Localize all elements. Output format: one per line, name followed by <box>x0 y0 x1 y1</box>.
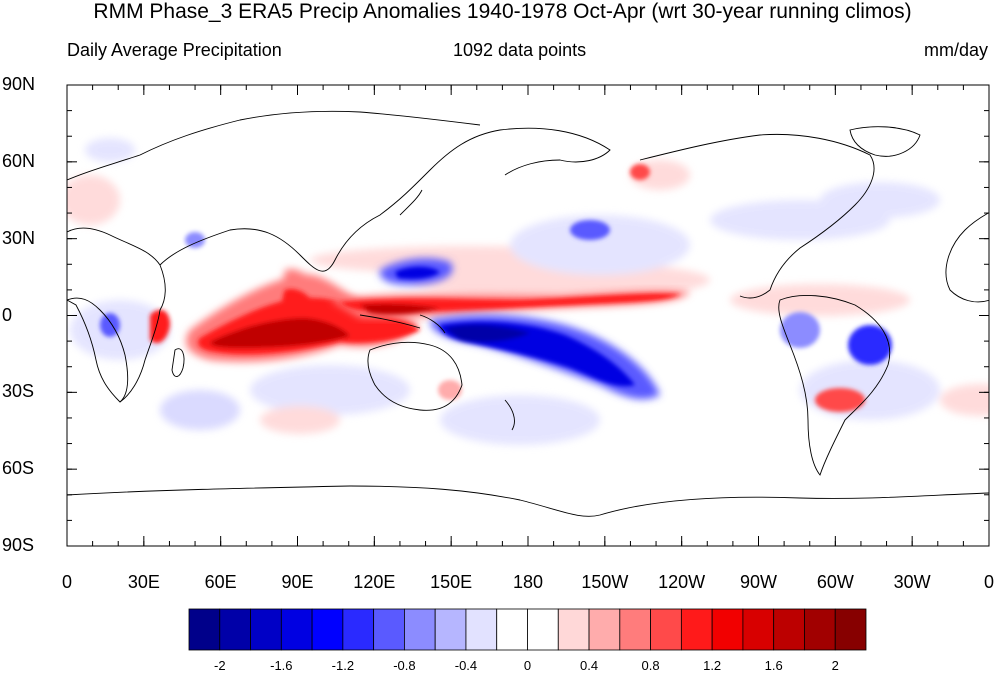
colorbar-swatch <box>342 608 375 651</box>
lon-tick-label: 120W <box>658 572 706 592</box>
lon-tick-label: 0 <box>61 572 73 592</box>
colorbar-swatch <box>650 608 682 651</box>
colorbar-swatch <box>680 608 713 651</box>
colorbar-label: 1.2 <box>703 658 722 673</box>
lon-tick-label: 120E <box>353 572 396 592</box>
colorbar-swatch <box>496 608 528 651</box>
colorbar-swatch <box>619 608 651 651</box>
lon-tick-label: 150W <box>581 572 629 592</box>
lon-tick-label: 150E <box>430 572 473 592</box>
subtitle-units: mm/day <box>923 40 988 60</box>
anomaly-field <box>67 85 989 546</box>
colorbar-swatch <box>465 608 498 651</box>
lon-tick-label: 30E <box>127 572 160 592</box>
lon-tick-label: 90E <box>281 572 314 592</box>
colorbar-label: 0.8 <box>641 658 660 673</box>
colorbar-swatch <box>742 608 775 651</box>
lon-tick-label: 30W <box>893 572 931 592</box>
lon-tick-label: 180 <box>512 572 544 592</box>
colorbar-label: 2 <box>831 658 839 673</box>
colorbar-swatch <box>588 608 621 651</box>
lat-tick-label: 30N <box>2 227 36 248</box>
lon-tick-label: 0 <box>983 572 995 592</box>
lon-tick-label: 60E <box>204 572 237 592</box>
lon-tick-label: 90W <box>739 572 778 592</box>
colorbar-swatch <box>188 608 221 651</box>
colorbar-label: -0.8 <box>393 658 416 673</box>
lat-tick-label: 90N <box>2 74 36 94</box>
colorbar-label: 0.4 <box>579 658 599 673</box>
coastlines <box>67 110 989 517</box>
colorbar-swatch <box>404 608 436 651</box>
lat-tick-label: 60S <box>2 458 35 479</box>
colorbar-swatch <box>373 608 405 651</box>
lat-tick-label: 60N <box>2 150 36 171</box>
colorbar-swatch <box>280 608 313 651</box>
colorbar <box>188 608 867 651</box>
colorbar-swatch <box>527 608 559 651</box>
colorbar-swatch <box>311 608 344 651</box>
colorbar-swatch <box>557 608 590 651</box>
colorbar-label: 0 <box>523 658 532 673</box>
colorbar-label: -2 <box>213 658 226 673</box>
colorbar-swatch <box>250 608 282 651</box>
lat-tick-label: 30S <box>2 381 35 402</box>
subtitle-left: Daily Average Precipitation <box>67 40 282 60</box>
colorbar-label: -1.6 <box>270 658 293 673</box>
colorbar-label: -1.2 <box>331 658 355 673</box>
map-title: RMM Phase_3 ERA5 Precip Anomalies 1940-1… <box>93 0 912 23</box>
colorbar-swatch <box>834 608 867 651</box>
colorbar-swatch <box>219 608 251 651</box>
colorbar-swatch <box>804 608 836 651</box>
subtitle-center: 1092 data points <box>453 40 587 60</box>
lat-tick-label: 0 <box>2 304 13 325</box>
colorbar-swatch <box>434 608 467 651</box>
lat-tick-label: 90S <box>2 535 35 555</box>
colorbar-label: -0.4 <box>454 658 478 673</box>
lon-tick-label: 60W <box>816 572 854 592</box>
colorbar-label: 1.6 <box>764 658 783 673</box>
colorbar-swatch <box>711 608 744 651</box>
colorbar-swatch <box>773 608 805 651</box>
